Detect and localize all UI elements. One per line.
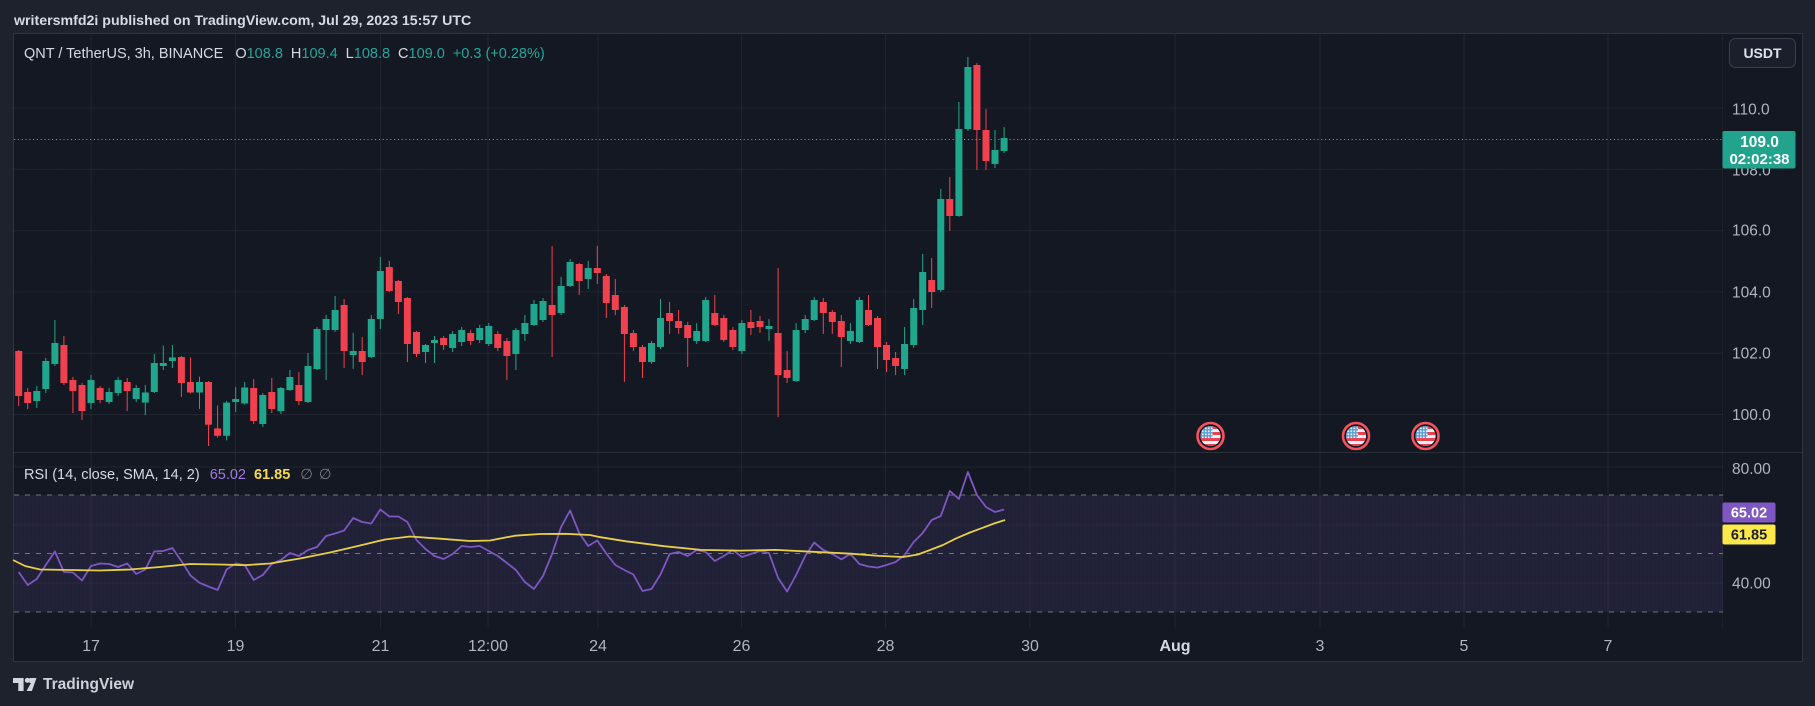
svg-text:21: 21 (372, 638, 390, 655)
svg-text:12:00: 12:00 (468, 638, 508, 655)
svg-text:7: 7 (1604, 638, 1613, 655)
svg-text:109.0: 109.0 (1740, 134, 1779, 151)
svg-text:80.00: 80.00 (1732, 461, 1771, 478)
svg-text:Aug: Aug (1159, 638, 1190, 655)
svg-text:TradingView: TradingView (43, 676, 135, 693)
svg-text:65.02: 65.02 (1731, 506, 1767, 522)
svg-text:RSI (14, close, SMA, 14, 2)65.: RSI (14, close, SMA, 14, 2) 65.02 61.85 ∅ ∅ (24, 467, 332, 483)
svg-text:61.85: 61.85 (1731, 528, 1767, 544)
svg-text:writersmfd2i published on Trad: writersmfd2i published on TradingView.co… (13, 13, 471, 29)
svg-text:USDT: USDT (1743, 45, 1782, 61)
svg-text:02:02:38: 02:02:38 (1729, 151, 1789, 168)
svg-text:106.0: 106.0 (1732, 223, 1771, 240)
svg-text:30: 30 (1021, 638, 1039, 655)
svg-text:17: 17 (82, 638, 100, 655)
svg-text:102.0: 102.0 (1732, 346, 1771, 363)
svg-text:28: 28 (877, 638, 895, 655)
svg-text:24: 24 (589, 638, 607, 655)
svg-text:26: 26 (733, 638, 751, 655)
svg-text:3: 3 (1316, 638, 1325, 655)
svg-text:40.00: 40.00 (1732, 576, 1771, 593)
svg-text:5: 5 (1460, 638, 1469, 655)
svg-text:110.0: 110.0 (1732, 102, 1770, 119)
svg-text:104.0: 104.0 (1732, 285, 1771, 302)
svg-text:100.0: 100.0 (1732, 407, 1771, 424)
svg-text:19: 19 (227, 638, 245, 655)
